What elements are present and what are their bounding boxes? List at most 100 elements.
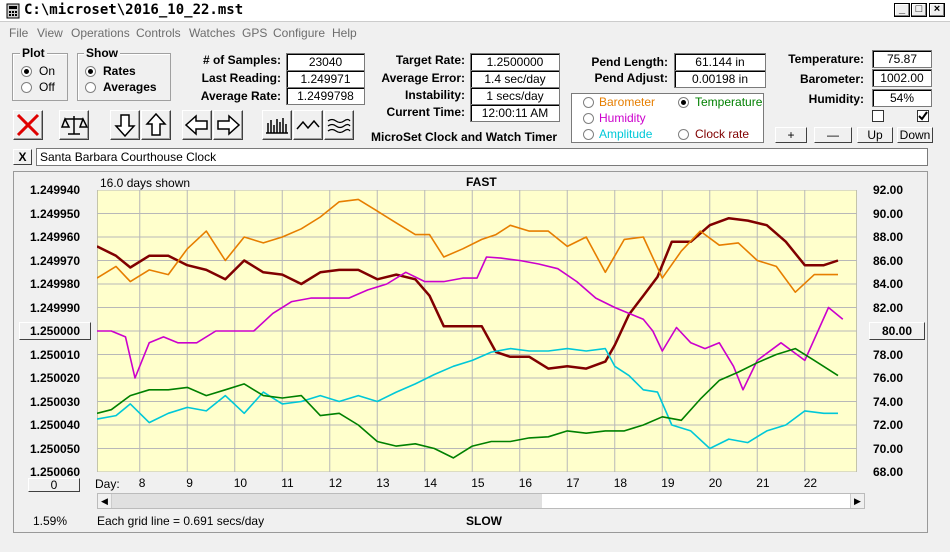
x-tick-label: 20 (708, 476, 723, 490)
y-right-tick-label: 82.00 (873, 300, 904, 315)
plot-on-radio[interactable] (21, 66, 32, 77)
scale-up-button[interactable]: Up (857, 127, 893, 143)
offset-button[interactable]: 0 (28, 478, 80, 492)
minimize-button[interactable]: _ (894, 3, 910, 17)
y-right-tick-label: 70.00 (873, 441, 904, 456)
x-tick-label: 12 (328, 476, 343, 490)
y-left-tick-label: 1.250050 (30, 441, 81, 456)
target-rate-field[interactable]: 1.2500000 (470, 53, 560, 71)
x-tick-label: 11 (281, 476, 294, 490)
menu-file[interactable]: File (9, 26, 29, 40)
clear-button[interactable] (13, 110, 43, 140)
menu-watches[interactable]: Watches (189, 26, 236, 40)
zoom-label: 1.59% (33, 514, 68, 528)
x-tick-label: 10 (233, 476, 248, 490)
sensor-humidity-radio[interactable] (583, 113, 594, 124)
y-right-tick-label: 78.00 (873, 347, 904, 362)
sensor-temperature-radio[interactable] (678, 97, 689, 108)
sensor-amplitude-radio[interactable] (583, 129, 594, 140)
x-tick-label: 21 (756, 476, 770, 490)
x-tick-label: 9 (186, 476, 193, 490)
menu-help[interactable]: Help (332, 26, 357, 40)
series-line-amplitude (97, 347, 838, 450)
bars-view-button[interactable] (262, 110, 292, 140)
app-icon (6, 3, 20, 19)
arrow-left-icon (184, 114, 208, 136)
wave-icon (327, 118, 351, 134)
menu-view[interactable]: View (37, 26, 63, 40)
chart-scrollbar[interactable]: ◀ ▶ (97, 493, 865, 509)
close-clock-button[interactable]: X (13, 149, 32, 165)
scale-minus-button[interactable]: — (814, 127, 852, 143)
x-tick-label: 8 (138, 476, 146, 490)
menu-configure[interactable]: Configure (273, 26, 326, 40)
scroll-left-button[interactable]: ◀ (98, 494, 112, 508)
scroll-thumb[interactable] (112, 494, 542, 508)
arrow-down-button[interactable] (110, 110, 140, 140)
arrow-down-icon (114, 114, 136, 138)
average-rate-field: 1.2499798 (286, 87, 365, 105)
days-shown-label: 16.0 days shown (100, 176, 191, 190)
arrow-right-icon (217, 114, 241, 136)
checkbox-1[interactable] (872, 110, 884, 122)
average-error-field: 1.4 sec/day (470, 70, 560, 88)
menu-operations[interactable]: Operations (71, 26, 130, 40)
y-right-tick-label: 84.00 (873, 277, 904, 291)
pend-adjust-field: 0.00198 in (674, 70, 766, 88)
scroll-left-icon: ◀ (101, 496, 108, 506)
scale-plus-button[interactable]: + (775, 127, 807, 143)
plot-off-radio[interactable] (21, 82, 32, 93)
instability-field: 1 secs/day (470, 87, 560, 105)
x-tick-label: 18 (613, 476, 628, 490)
menu-controls[interactable]: Controls (136, 26, 181, 40)
pend-length-field: 61.144 in (674, 53, 766, 71)
sensor-clock-rate-radio[interactable] (678, 129, 689, 140)
barometer-field: 1002.00 (872, 69, 932, 87)
y-right-tick-label: 92.00 (873, 183, 904, 197)
plot-group-title: Plot (20, 46, 47, 60)
series-line-clock-rate (97, 216, 839, 370)
show-rates-radio[interactable] (85, 66, 96, 77)
y-left-tick-label: 1.249980 (30, 277, 81, 291)
checkbox-2[interactable] (917, 110, 929, 122)
menu-gps[interactable]: GPS (242, 26, 268, 40)
center-temp-button[interactable]: 80.00 (869, 322, 925, 340)
y-left-tick-label: 1.250040 (30, 418, 81, 432)
show-averages-radio[interactable] (85, 82, 96, 93)
scroll-right-button[interactable]: ▶ (850, 494, 864, 508)
samples-field: 23040 (286, 53, 365, 71)
balance-button[interactable] (59, 110, 89, 140)
maximize-icon: □ (915, 3, 923, 15)
bars-icon (266, 118, 288, 134)
y-right-tick-label: 74.00 (873, 394, 904, 409)
wave-view-button[interactable] (324, 110, 354, 140)
arrow-left-button[interactable] (182, 110, 212, 140)
grid-note: Each grid line = 0.691 secs/day (97, 514, 265, 528)
arrow-up-button[interactable] (141, 110, 171, 140)
x-tick-label: 14 (423, 476, 438, 490)
y-right-tick-label: 86.00 (873, 253, 904, 268)
sensor-clock-rate-label: Clock rate (695, 127, 750, 141)
y-left-tick-label: 1.249940 (30, 183, 81, 197)
slow-label: SLOW (466, 514, 502, 528)
minimize-icon: _ (898, 3, 906, 15)
series-line-humidity (97, 256, 844, 391)
line-view-button[interactable] (293, 110, 323, 140)
center-rate-button[interactable]: 1.250000 (19, 322, 91, 340)
close-window-button[interactable]: × (929, 3, 945, 17)
arrow-right-button[interactable] (213, 110, 243, 140)
plot-on-label: On (39, 64, 56, 78)
x-tick-label: 15 (471, 476, 485, 490)
temperature-label: Temperature: (788, 52, 864, 66)
y-left-tick-label: 1.249950 (30, 206, 81, 221)
y-right-tick-label: 76.00 (873, 371, 904, 385)
balance-icon (60, 116, 89, 135)
maximize-button[interactable]: □ (911, 3, 927, 17)
clock-name-field[interactable]: Santa Barbara Courthouse Clock (36, 148, 928, 166)
scale-down-button[interactable]: Down (897, 127, 933, 143)
arrow-up-icon (145, 112, 167, 136)
y-right-tick-label: 90.00 (873, 206, 904, 221)
x-tick-label: 22 (803, 476, 818, 490)
sensor-barometer-radio[interactable] (583, 97, 594, 108)
sensor-humidity-label: Humidity (599, 111, 646, 125)
